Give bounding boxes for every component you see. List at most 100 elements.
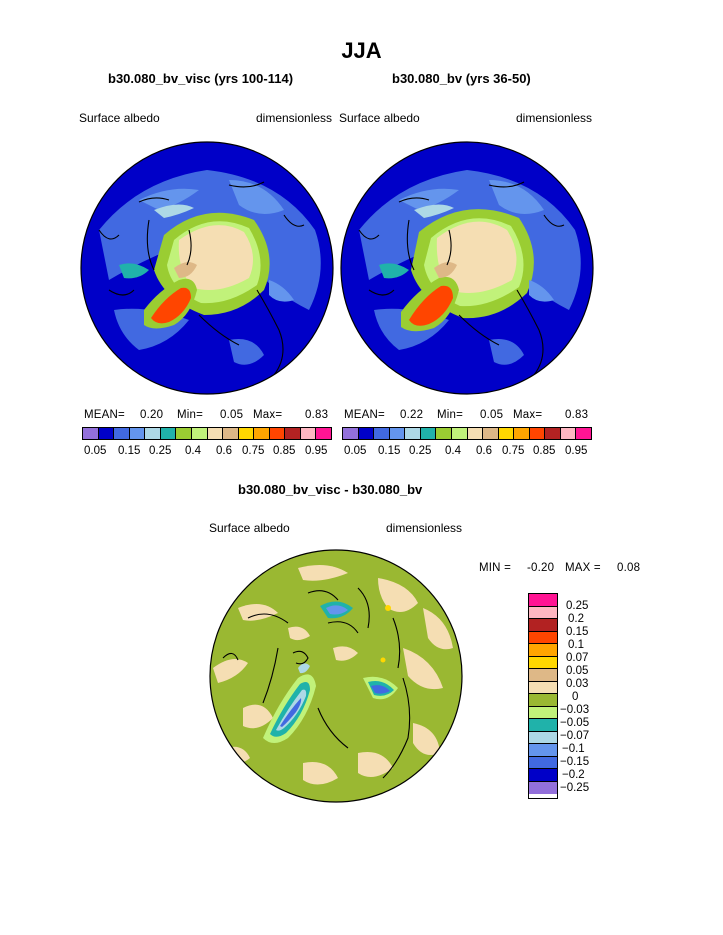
colorbar-swatch (374, 428, 390, 439)
diff-colorbar (528, 593, 558, 799)
diff-colorbar-swatch (529, 644, 557, 657)
diff-case-title: b30.080_bv_visc - b30.080_bv (238, 482, 423, 497)
diff-colorbar-tick: −0.2 (562, 769, 585, 781)
left-colorbar-tick: 0.4 (185, 445, 201, 457)
diff-colorbar-tick: −0.03 (560, 704, 590, 716)
diff-colorbar-tick: −0.07 (560, 730, 590, 742)
left-min-label: Min= (177, 409, 204, 421)
colorbar-swatch (269, 428, 286, 439)
left-mean-value: 0.20 (140, 409, 164, 421)
diff-min-value: -0.20 (527, 562, 555, 574)
left-min-value: 0.05 (220, 409, 244, 421)
left-colorbar-tick: 0.05 (84, 445, 107, 457)
colorbar-swatch (343, 428, 359, 439)
right-case-title: b30.080_bv (yrs 36-50) (392, 71, 531, 86)
right-units-label: dimensionless (516, 111, 593, 125)
right-colorbar-tick: 0.4 (445, 445, 461, 457)
colorbar-swatch (254, 428, 270, 439)
diff-colorbar-tick: 0.2 (568, 613, 584, 625)
left-max-label: Max= (253, 409, 283, 421)
diff-colorbar-tick: 0.15 (566, 626, 589, 638)
colorbar-swatch (145, 428, 161, 439)
left-colorbar-tick: 0.15 (118, 445, 141, 457)
diff-colorbar-tick: −0.25 (560, 782, 590, 794)
colorbar-swatch (358, 428, 375, 439)
right-mean-value: 0.22 (400, 409, 424, 421)
right-colorbar-tick: 0.15 (378, 445, 401, 457)
diff-max-value: 0.08 (617, 562, 641, 574)
left-colorbar-tick: 0.6 (216, 445, 232, 457)
colorbar-swatch (207, 428, 224, 439)
left-mean-label: MEAN= (84, 409, 125, 421)
right-colorbar-tick: 0.75 (502, 445, 525, 457)
right-polar-map (340, 141, 594, 395)
diff-colorbar-swatch (529, 756, 557, 769)
diff-colorbar-swatch (529, 744, 557, 757)
left-colorbar-tick: 0.95 (305, 445, 328, 457)
diff-min-label: MIN = (479, 562, 511, 574)
diff-colorbar-tick: −0.05 (560, 717, 590, 729)
diff-colorbar-tick: −0.15 (560, 756, 590, 768)
diff-units-label: dimensionless (386, 521, 463, 535)
diff-colorbar-tick: 0.05 (566, 665, 589, 677)
diff-colorbar-swatch (529, 694, 557, 707)
colorbar-swatch (176, 428, 192, 439)
colorbar-swatch (467, 428, 484, 439)
right-mean-label: MEAN= (344, 409, 385, 421)
colorbar-swatch (316, 428, 331, 439)
colorbar-swatch (560, 428, 577, 439)
colorbar-swatch (238, 428, 255, 439)
right-colorbar-tick: 0.05 (344, 445, 367, 457)
colorbar-swatch (300, 428, 317, 439)
right-max-value: 0.83 (565, 409, 589, 421)
diff-colorbar-swatch (529, 769, 557, 782)
left-field-label: Surface albedo (79, 111, 160, 125)
diff-colorbar-tick: 0.25 (566, 600, 589, 612)
diff-colorbar-swatch (529, 656, 557, 669)
diff-colorbar-swatch (529, 781, 557, 794)
diff-colorbar-swatch (529, 606, 557, 619)
colorbar-swatch (114, 428, 130, 439)
colorbar-swatch (576, 428, 591, 439)
colorbar-swatch (389, 428, 406, 439)
diff-max-label: MAX = (565, 562, 601, 574)
diff-colorbar-tick: 0 (572, 691, 579, 703)
diff-colorbar-swatch (529, 681, 557, 694)
colorbar-swatch (498, 428, 515, 439)
diff-colorbar-tick: 0.07 (566, 652, 589, 664)
left-units-label: dimensionless (256, 111, 333, 125)
left-colorbar-tick: 0.85 (273, 445, 296, 457)
right-colorbar (342, 427, 592, 440)
right-field-label: Surface albedo (339, 111, 420, 125)
diff-colorbar-swatch (529, 706, 557, 719)
colorbar-swatch (129, 428, 146, 439)
right-colorbar-tick: 0.25 (409, 445, 432, 457)
right-min-label: Min= (437, 409, 464, 421)
colorbar-swatch (160, 428, 177, 439)
right-colorbar-tick: 0.6 (476, 445, 492, 457)
colorbar-swatch (545, 428, 561, 439)
diff-colorbar-swatch (529, 719, 557, 732)
colorbar-swatch (529, 428, 546, 439)
right-max-label: Max= (513, 409, 543, 421)
left-colorbar-tick: 0.25 (149, 445, 172, 457)
right-min-value: 0.05 (480, 409, 504, 421)
diff-colorbar-tick: −0.1 (562, 743, 585, 755)
left-colorbar-tick: 0.75 (242, 445, 265, 457)
diff-colorbar-swatch (529, 631, 557, 644)
figure-title: JJA (341, 38, 382, 63)
right-colorbar-tick: 0.95 (565, 445, 588, 457)
colorbar-swatch (514, 428, 530, 439)
colorbar-swatch (285, 428, 301, 439)
colorbar-swatch (98, 428, 115, 439)
colorbar-swatch (436, 428, 452, 439)
diff-field-label: Surface albedo (209, 521, 290, 535)
colorbar-swatch (451, 428, 468, 439)
colorbar-swatch (223, 428, 239, 439)
diff-colorbar-tick: 0.03 (566, 678, 589, 690)
left-polar-map (80, 141, 334, 395)
diff-colorbar-swatch (529, 669, 557, 682)
left-max-value: 0.83 (305, 409, 329, 421)
left-colorbar (82, 427, 332, 440)
right-colorbar-tick: 0.85 (533, 445, 556, 457)
